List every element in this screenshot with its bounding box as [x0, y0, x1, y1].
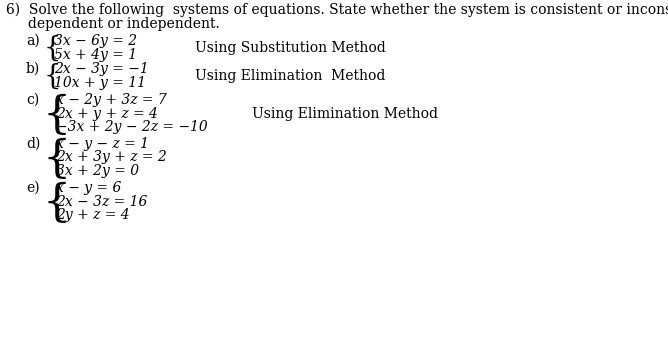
Text: 2y + z = 4: 2y + z = 4 — [56, 208, 130, 222]
Text: {: { — [44, 35, 61, 62]
Text: c): c) — [26, 93, 39, 107]
Text: 3x − 6y = 2: 3x − 6y = 2 — [54, 34, 137, 48]
Text: 2x + y + z = 4: 2x + y + z = 4 — [56, 107, 158, 120]
Text: {: { — [42, 94, 70, 137]
Text: 5x + 4y = 1: 5x + 4y = 1 — [54, 48, 137, 61]
Text: 2x + 3y + z = 2: 2x + 3y + z = 2 — [56, 151, 167, 164]
Text: Using Substitution Method: Using Substitution Method — [195, 41, 385, 55]
Text: {: { — [42, 138, 70, 181]
Text: d): d) — [26, 137, 40, 151]
Text: 2x − 3z = 16: 2x − 3z = 16 — [56, 195, 148, 209]
Text: e): e) — [26, 181, 39, 195]
Text: Using Elimination  Method: Using Elimination Method — [195, 69, 385, 83]
Text: 2x − 3y = −1: 2x − 3y = −1 — [54, 62, 149, 76]
Text: {: { — [42, 182, 70, 225]
Text: 3x + 2y = 0: 3x + 2y = 0 — [56, 164, 139, 178]
Text: 10x + y = 11: 10x + y = 11 — [54, 76, 146, 90]
Text: Using Elimination Method: Using Elimination Method — [252, 107, 438, 120]
Text: {: { — [44, 63, 61, 90]
Text: a): a) — [26, 34, 40, 48]
Text: x − y − z = 1: x − y − z = 1 — [56, 137, 149, 151]
Text: 6)  Solve the following  systems of equations. State whether the system is consi: 6) Solve the following systems of equati… — [6, 3, 668, 17]
Text: x − y = 6: x − y = 6 — [56, 181, 122, 195]
Text: b): b) — [26, 62, 40, 76]
Text: dependent or independent.: dependent or independent. — [6, 17, 220, 31]
Text: x − 2y + 3z = 7: x − 2y + 3z = 7 — [56, 93, 167, 107]
Text: −3x + 2y − 2z = −10: −3x + 2y − 2z = −10 — [56, 120, 208, 134]
